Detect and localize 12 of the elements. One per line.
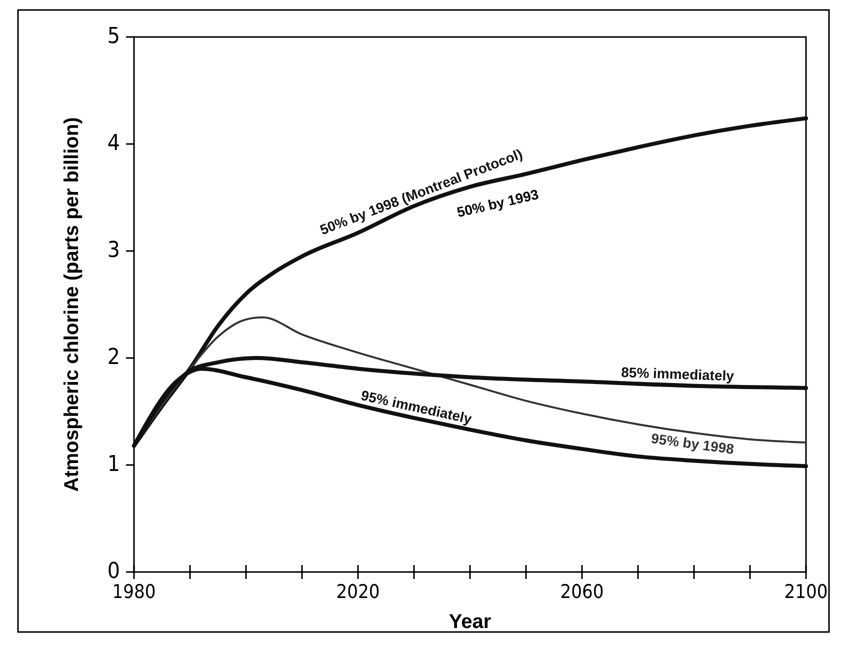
y-tick-label: 3 [107, 238, 120, 264]
series-label: 85% immediately [620, 364, 734, 384]
x-tick-label: 2020 [336, 581, 380, 603]
y-tick-label: 5 [107, 24, 120, 50]
text: 95% by 1998 [650, 430, 736, 457]
y-tick-label: 1 [107, 452, 120, 478]
x-axis-title: Year [448, 611, 492, 633]
x-tick-label: 2060 [560, 581, 604, 603]
x-tick-label: 2100 [784, 581, 828, 603]
y-tick-label: 4 [107, 131, 120, 156]
y-axis-title: Atmospheric chlorine (parts per billion) [61, 117, 83, 492]
y-tick-label: 2 [107, 345, 120, 370]
